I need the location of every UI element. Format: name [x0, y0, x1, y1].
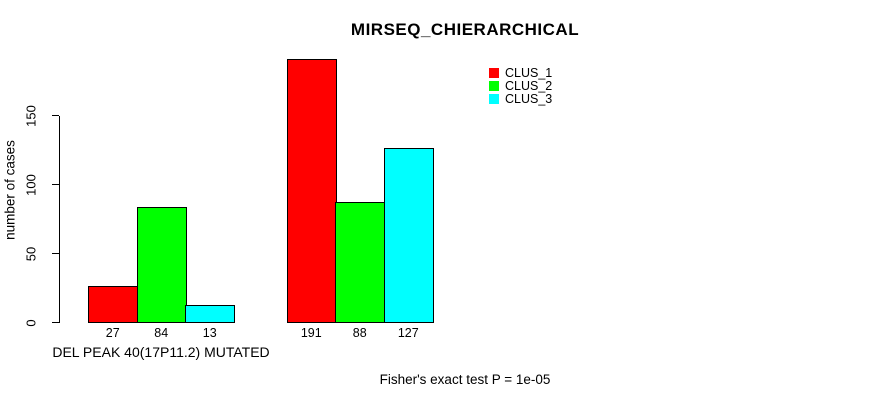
- y-tick: [52, 322, 59, 323]
- legend-label-clus_2: CLUS_2: [505, 79, 553, 94]
- x-axis-label: DEL PEAK 40(17P11.2) MUTATED: [52, 344, 270, 360]
- bar-value-label: 88: [352, 326, 367, 340]
- legend: CLUS_1 CLUS_2 CLUS_3: [489, 66, 552, 106]
- legend-swatch-clus_1: [489, 67, 499, 78]
- y-tick: [52, 184, 59, 185]
- legend-row-clus_1: CLUS_1: [489, 65, 553, 80]
- legend-swatch-clus_3: [489, 94, 499, 105]
- legend-label-clus_1: CLUS_1: [505, 65, 553, 80]
- bar-value-label: 191: [300, 326, 322, 340]
- bar-value-label: 127: [397, 326, 419, 340]
- bar-value-label: 27: [105, 326, 120, 340]
- y-axis-label: number of cases: [2, 140, 18, 240]
- chart-title: MIRSEQ_CHIERARCHICAL: [350, 20, 580, 39]
- y-tick: [52, 253, 59, 254]
- legend-label-clus_3: CLUS_3: [505, 92, 553, 107]
- bar-value-label: 84: [154, 326, 169, 340]
- bar-clus_2-group-2: [335, 201, 385, 323]
- bar-clus_2-group-1: [137, 207, 187, 323]
- legend-row-clus_2: CLUS_2: [489, 79, 553, 94]
- y-tick-label: 150: [23, 105, 39, 127]
- y-tick: [52, 115, 59, 116]
- bar-clus_1-group-1: [88, 285, 138, 323]
- legend-swatch-clus_2: [489, 81, 499, 92]
- y-tick-label: 0: [23, 319, 39, 327]
- y-tick-label: 50: [23, 246, 39, 262]
- stat-annotation: Fisher's exact test P = 1e-05: [379, 372, 551, 387]
- bar-clus_3-group-1: [185, 305, 235, 323]
- y-axis-line: [59, 116, 60, 323]
- bar-clus_3-group-2: [384, 147, 434, 323]
- y-tick-label: 100: [23, 174, 39, 196]
- legend-row-clus_3: CLUS_3: [489, 92, 553, 107]
- bar-clus_1-group-2: [287, 59, 337, 323]
- bar-value-label: 13: [202, 326, 217, 340]
